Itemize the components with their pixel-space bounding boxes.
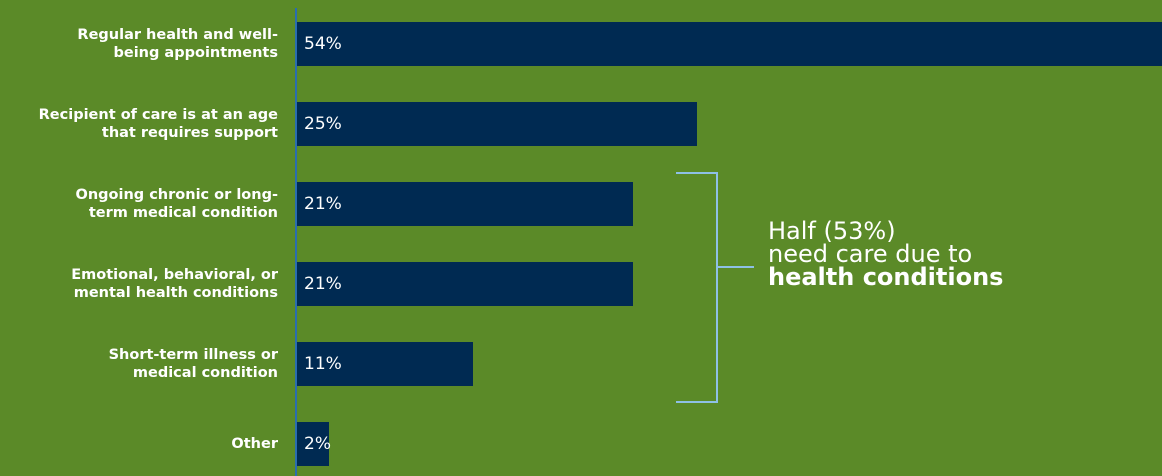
category-label-line: Recipient of care is at an age [38,107,278,123]
y-axis-line [295,8,297,476]
bar-value-label: 54% [304,34,342,54]
bar [297,22,1162,66]
category-label: Short-term illness or medical condition [0,342,278,386]
category-label: Regular health and well-being appointmen… [0,22,278,66]
bar [297,182,633,226]
category-label-line: Emotional, behavioral, or [71,267,278,283]
callout-line-1: Half (53%) [768,217,896,245]
bracket-pointer [718,266,754,268]
category-label-line: term medical condition [88,205,278,221]
category-label: Recipient of care is at an age that requi… [0,102,278,146]
category-label-line: Short-term illness or [108,347,278,363]
category-label: Emotional, behavioral, or mental health c… [0,262,278,306]
bar [297,422,329,466]
category-label: Ongoing chronic or long-term medical con… [0,182,279,226]
callout-line-bold: health conditions [768,263,1004,291]
category-label-line: Regular health and well- [77,27,278,43]
category-label-line: Other [231,436,278,452]
bar-value-label: 2% [304,434,331,454]
bar-value-label: 21% [304,274,342,294]
bar-value-label: 21% [304,194,342,214]
callout-annotation: Half (53%) need care due to health condi… [768,217,1004,291]
category-label: Other [0,422,278,466]
bar-value-label: 25% [304,114,342,134]
bar [297,102,697,146]
category-label-line: mental health conditions [73,285,278,301]
bar-value-label: 11% [304,354,342,374]
bar [297,262,633,306]
bar [297,342,473,386]
category-label-line: being appointments [113,45,279,61]
category-label-line: medical condition [132,365,278,381]
category-label-line: Ongoing chronic or long- [75,187,279,203]
category-label-line: that requires support [101,125,278,141]
group-bracket [676,172,718,403]
callout-line-2: need care due to [768,240,973,268]
